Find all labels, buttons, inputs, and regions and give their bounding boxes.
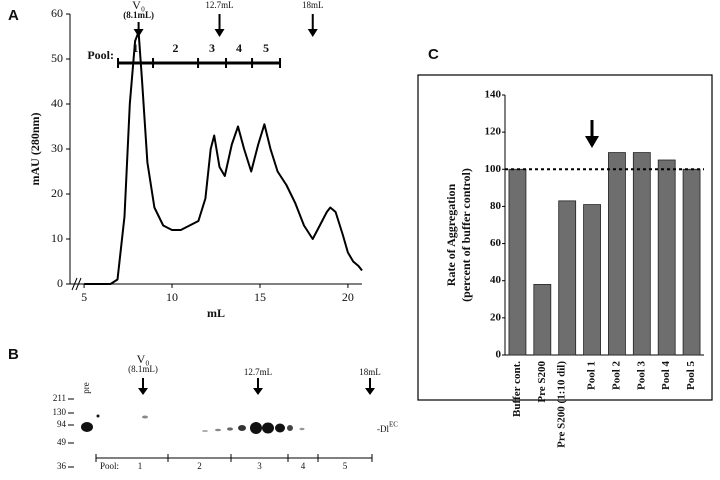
y-axis-label: (percent of buffer control) — [459, 168, 473, 302]
y-tick-label: 140 — [485, 89, 502, 101]
marker-label: 49 — [57, 437, 67, 447]
y-tick-label: 10 — [51, 231, 63, 245]
y-tick-label: 0 — [496, 349, 502, 361]
y-tick-label: 0 — [57, 276, 63, 290]
y-tick-label: 60 — [51, 6, 63, 20]
bar — [682, 168, 701, 356]
bar — [558, 200, 577, 356]
arrow-label: 18mL — [302, 0, 324, 10]
x-tick-label: 10 — [166, 290, 178, 304]
bar — [608, 152, 626, 356]
pool-number: 2 — [173, 41, 179, 55]
y-tick-label: 50 — [51, 51, 63, 65]
y-tick-label: 20 — [490, 311, 502, 323]
panel-label: A — [8, 7, 19, 24]
arrow-head — [365, 388, 375, 395]
marker-label: 36 — [57, 461, 67, 471]
bar — [632, 152, 651, 356]
pool-number: 5 — [263, 41, 269, 55]
arrow — [585, 120, 599, 148]
x-tick-label: Pre S200 — [536, 361, 548, 403]
marker-label: 211 — [53, 393, 66, 403]
y-tick-label: 20 — [51, 186, 63, 200]
x-tick-label: Pool 2 — [610, 361, 622, 391]
x-tick-label: Pool 5 — [685, 361, 697, 391]
x-tick-label: Pool 3 — [635, 361, 647, 391]
y-axis-label: mAU (280nm) — [28, 113, 42, 186]
marker-label: 130 — [53, 407, 67, 417]
band-label-sup: EC — [389, 421, 398, 429]
y-tick-label: 40 — [490, 274, 502, 286]
x-tick-label: Pool 1 — [586, 361, 598, 390]
x-tick-label: 5 — [81, 290, 87, 304]
arrow-label: V₀ — [132, 0, 145, 12]
y-tick-label: 100 — [485, 163, 502, 175]
y-tick-label: 40 — [51, 96, 63, 110]
bar — [583, 204, 601, 356]
arrow-head — [133, 29, 144, 37]
arrow-head — [214, 29, 225, 37]
arrow-sublabel: (8.1mL) — [128, 364, 158, 374]
pool-number: 1 — [138, 461, 143, 471]
arrow-sublabel: (8.1mL) — [123, 10, 154, 20]
arrow-label: 12.7mL — [244, 367, 272, 377]
y-tick-label: 60 — [490, 237, 502, 249]
arrow-label: 12.7mL — [205, 0, 233, 10]
arrow-label: 18mL — [359, 367, 381, 377]
pool-number: 5 — [343, 461, 348, 471]
arrow-label: V₀ — [137, 352, 150, 366]
x-tick-label: Pool 4 — [660, 361, 672, 391]
pool-number: 3 — [257, 461, 262, 471]
arrow-head — [307, 29, 318, 37]
gel-bands — [81, 414, 305, 434]
arrow-head — [138, 388, 148, 395]
pool-number: 1 — [133, 41, 139, 55]
lane-label: pre — [81, 382, 91, 394]
y-tick-label: 80 — [490, 200, 502, 212]
x-tick-label: Buffer cont. — [511, 361, 523, 417]
data-line — [84, 31, 363, 285]
panel-label: B — [8, 346, 19, 363]
bar — [533, 284, 552, 356]
pool-number: 3 — [209, 41, 215, 55]
pool-label: Pool: — [100, 461, 119, 471]
x-tick-label: 15 — [254, 290, 266, 304]
y-tick-label: 30 — [51, 141, 63, 155]
panel-label: C — [428, 46, 439, 63]
band-label: -Dl — [377, 424, 389, 434]
pool-number: 4 — [236, 41, 242, 55]
y-tick-label: 120 — [485, 126, 502, 138]
bar — [657, 159, 676, 356]
panel-frame — [417, 74, 713, 401]
arrow-head — [253, 388, 263, 395]
marker-label: 94 — [57, 419, 67, 429]
x-axis-label: mL — [207, 306, 225, 320]
pool-number: 4 — [301, 461, 306, 471]
y-axis-label: Rate of Aggregation — [444, 183, 458, 286]
pool-number: 2 — [197, 461, 202, 471]
x-tick-label: Pre S200 (1:10 dil) — [556, 361, 568, 448]
pool-label: Pool: — [87, 48, 114, 62]
x-tick-label: 20 — [342, 290, 354, 304]
bar — [508, 168, 527, 356]
